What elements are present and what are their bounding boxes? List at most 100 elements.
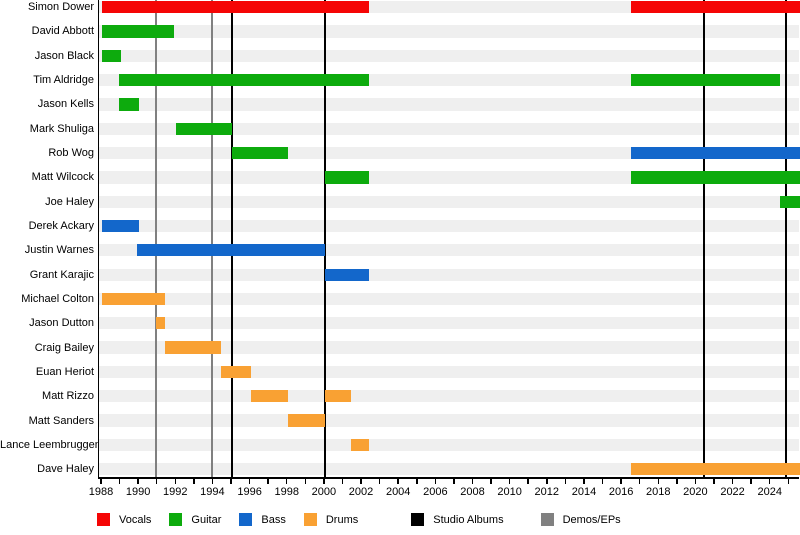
timeline-bar (631, 463, 800, 476)
legend-label: Demos/EPs (562, 513, 621, 526)
axis-tick (601, 479, 604, 484)
legend-swatch (303, 513, 317, 526)
timeline-bar (232, 146, 288, 160)
row-track (99, 341, 799, 354)
studio-album-line (702, 0, 705, 477)
legend-label: Studio Albums (433, 513, 504, 526)
axis-tick (638, 479, 641, 484)
legend-label: Guitar (191, 513, 222, 526)
timeline-bar (118, 98, 140, 111)
axis-tick-label: 2016 (608, 486, 634, 498)
member-label: Euan Heriot (35, 365, 94, 378)
member-label: Joe Haley (45, 195, 94, 208)
timeline-bar (101, 219, 140, 233)
axis-tick (787, 479, 790, 484)
axis-tick-label: 2022 (720, 486, 745, 498)
timeline-bar (101, 1, 370, 14)
timeline-bar (155, 317, 166, 330)
axis-tick-label: 2012 (534, 486, 560, 498)
legend-item: Studio Albums (411, 513, 504, 526)
timeline-bar (101, 25, 175, 38)
timeline-bar (220, 365, 251, 379)
member-label: Tim Aldridge (33, 74, 94, 87)
legend-item: Vocals (97, 513, 151, 526)
timeline-bar (324, 268, 370, 281)
axis-tick (583, 479, 585, 484)
member-label: Michael Colton (21, 292, 94, 305)
axis-tick (174, 479, 177, 484)
axis-tick-label: 2014 (571, 486, 597, 498)
axis-tick (267, 479, 269, 484)
axis-tick-label: 2006 (423, 486, 448, 498)
axis-tick-label: 1988 (88, 486, 114, 498)
axis-tick (193, 479, 195, 484)
axis-tick-label: 1994 (200, 486, 225, 498)
member-label: Matt Wilcock (31, 171, 94, 184)
member-label: Rob Wog (48, 147, 94, 160)
legend-swatch (540, 513, 554, 526)
member-label: Mark Shuliga (29, 122, 94, 135)
axis-tick (768, 479, 771, 484)
member-label: Matt Sanders (28, 414, 94, 427)
legend-swatch (411, 513, 425, 526)
legend-swatch (239, 513, 253, 526)
member-label: Simon Dower (27, 1, 94, 14)
timeline-bar (631, 1, 800, 14)
row-track (99, 438, 799, 452)
axis-tick (285, 479, 288, 484)
legend-label: Vocals (119, 513, 152, 526)
axis-tick (546, 479, 548, 484)
legend-item: Demos/EPs (540, 513, 621, 526)
timeline-bar (324, 390, 351, 403)
axis-tick (360, 479, 362, 484)
member-label: Dave Haley (37, 463, 94, 476)
row-track (99, 195, 799, 208)
axis-tick (137, 479, 139, 484)
timeline-bar (324, 171, 370, 184)
axis-tick (378, 479, 381, 484)
timeline-bar (287, 414, 325, 427)
member-label: Jason Dutton (29, 317, 94, 330)
timeline-bar (176, 122, 232, 135)
timeline-bar (101, 49, 121, 62)
member-labels-column: Simon Dower David Abbott Jason Black Tim Al… (0, 0, 101, 478)
axis-tick (620, 479, 622, 484)
axis-tick-label: 2000 (311, 486, 337, 498)
axis-tick (657, 479, 659, 484)
timeline-bar (250, 390, 288, 403)
axis-tick-label: 2024 (757, 486, 782, 498)
row-track (99, 292, 799, 306)
axis-tick-label: 2010 (497, 486, 522, 498)
axis-tick (323, 479, 325, 484)
member-label: Grant Karajic (29, 268, 94, 281)
timeline-bar (165, 341, 221, 354)
legend-item: Guitar (169, 513, 221, 526)
row-track (99, 390, 799, 403)
axis-tick (155, 479, 158, 484)
legend-label: Bass (261, 513, 286, 526)
axis-tick-label: 2004 (385, 486, 411, 498)
member-label: Jason Kells (37, 98, 94, 111)
axis-tick (230, 479, 232, 484)
legend-label: Drums (325, 513, 359, 526)
row-track (99, 122, 799, 135)
timeline-bar (631, 146, 800, 160)
axis-tick (694, 479, 697, 484)
row-track (99, 414, 799, 427)
timeline-bar (780, 195, 800, 208)
timeline-bar (631, 171, 800, 184)
member-label: Craig Bailey (34, 341, 94, 354)
axis-tick-label: 1992 (163, 486, 188, 498)
axis-tick (211, 479, 214, 484)
row-track (99, 219, 799, 233)
axis-tick (731, 479, 734, 484)
axis-tick (527, 479, 529, 484)
axis-tick (508, 479, 511, 484)
timeline-bar (631, 73, 780, 87)
axis-tick (397, 479, 399, 484)
axis-tick (304, 479, 307, 484)
axis-tick (676, 479, 678, 484)
axis-tick-label: 2018 (646, 486, 671, 498)
legend-swatch (97, 513, 110, 526)
